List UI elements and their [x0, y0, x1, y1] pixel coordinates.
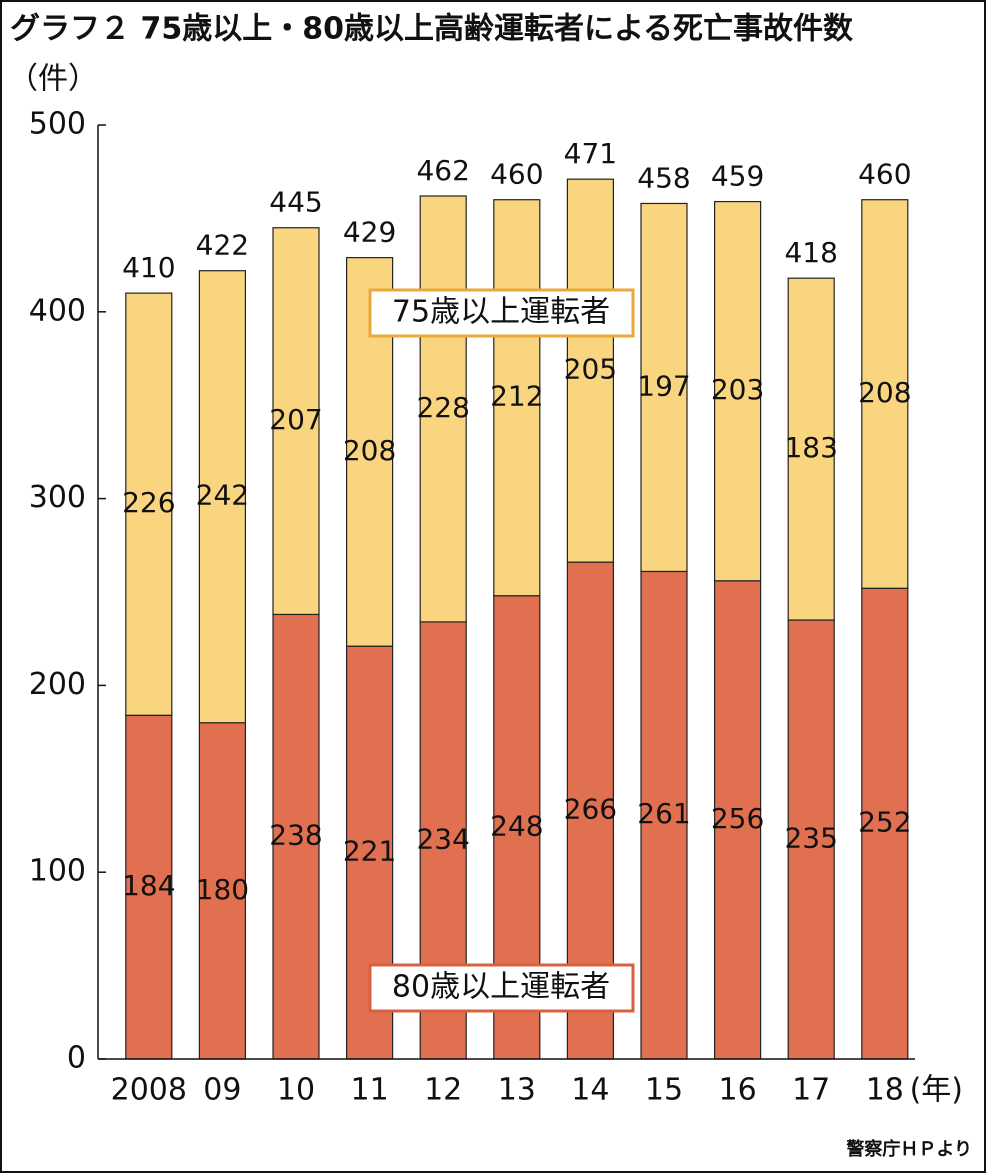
bar-segment — [198, 270, 246, 724]
source: 警察庁ＨＰより — [846, 1138, 972, 1160]
x-unit: (年) — [910, 1073, 963, 1108]
value-label: 212 — [490, 380, 543, 413]
bar-segment — [787, 619, 835, 1060]
total-label: 462 — [416, 154, 469, 187]
x-tick-label: 16 — [719, 1073, 757, 1108]
total-label: 460 — [490, 158, 543, 191]
value-label: 235 — [784, 822, 837, 855]
bar-segment — [640, 202, 688, 573]
chart-title: グラフ２ 75歳以上・80歳以上高齢運転者による死亡事故件数 — [10, 12, 854, 47]
legend-label: 75歳以上運転者 — [392, 295, 610, 330]
x-tick-label: 12 — [424, 1073, 462, 1108]
value-label: 261 — [637, 797, 690, 830]
x-tick-label: 17 — [792, 1073, 830, 1108]
x-tick-label: 14 — [571, 1073, 609, 1108]
value-label: 252 — [858, 806, 911, 839]
x-tick-label: 09 — [203, 1073, 241, 1108]
value-label: 266 — [564, 793, 617, 826]
value-label: 203 — [711, 373, 764, 406]
legend-box — [368, 288, 635, 338]
bar-segment — [125, 714, 173, 1060]
value-label: 197 — [637, 369, 690, 402]
x-tick-label: 10 — [277, 1073, 315, 1108]
value-label: 205 — [564, 353, 617, 386]
bar-segment — [566, 178, 615, 563]
y-tick-label: 500 — [29, 107, 86, 142]
bar-segment — [713, 200, 762, 582]
total-label: 460 — [858, 158, 911, 191]
x-tick-label: 11 — [351, 1073, 389, 1108]
total-label: 459 — [711, 160, 764, 193]
value-label: 238 — [269, 819, 322, 852]
legend-label: 80歳以上運転者 — [392, 970, 610, 1005]
value-label: 256 — [711, 802, 764, 835]
bar-segment — [272, 613, 320, 1060]
total-label: 471 — [564, 137, 617, 170]
y-unit: （件） — [8, 62, 98, 97]
bar-segment — [493, 199, 541, 597]
bar-segment — [640, 570, 688, 1060]
bar-segment — [419, 195, 467, 623]
bar-segment — [787, 277, 835, 621]
value-label: 208 — [858, 376, 911, 409]
bar-segment — [861, 199, 909, 589]
value-label: 226 — [122, 486, 175, 519]
total-label: 418 — [784, 236, 837, 269]
value-label: 180 — [196, 873, 249, 906]
value-label: 207 — [269, 403, 322, 436]
total-label: 422 — [196, 229, 249, 262]
total-label: 445 — [269, 186, 322, 219]
value-label: 184 — [122, 869, 175, 902]
y-tick-label: 200 — [29, 667, 86, 702]
y-tick-label: 300 — [29, 480, 86, 515]
value-label: 242 — [196, 479, 249, 512]
total-label: 429 — [343, 216, 396, 249]
bar-segment — [125, 292, 173, 716]
value-label: 208 — [343, 434, 396, 467]
legend-box — [368, 963, 635, 1013]
value-label: 228 — [416, 391, 469, 424]
value-label: 248 — [490, 809, 543, 842]
x-tick-label: 13 — [498, 1073, 536, 1108]
y-tick-label: 400 — [29, 293, 86, 328]
y-tick-label: 0 — [67, 1041, 86, 1076]
x-tick-label: 15 — [645, 1073, 683, 1108]
y-tick-label: 100 — [29, 854, 86, 889]
bar-segment — [272, 227, 320, 616]
value-label: 234 — [416, 822, 469, 855]
x-tick-label: 2008 — [111, 1073, 187, 1108]
total-label: 410 — [122, 251, 175, 284]
value-label: 221 — [343, 835, 396, 868]
total-label: 458 — [637, 161, 690, 194]
value-label: 183 — [784, 431, 837, 464]
x-tick-label: 18 — [866, 1073, 904, 1108]
bar-segment — [861, 587, 909, 1060]
